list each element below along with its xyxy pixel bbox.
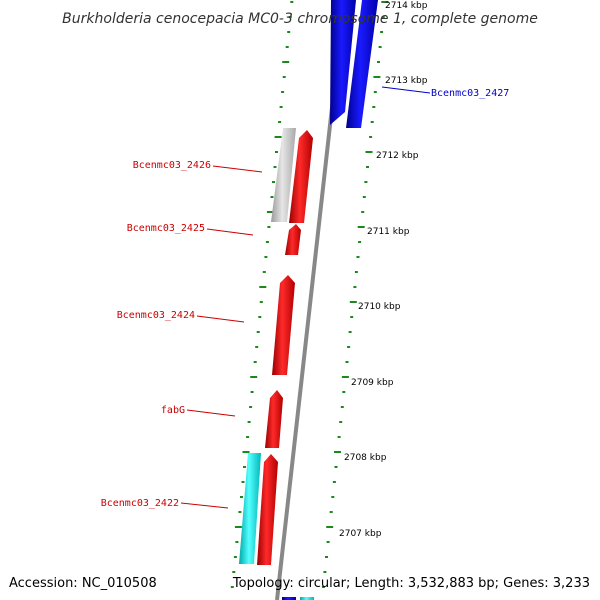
gene-arrow-bcenmc03-2426[interactable] <box>289 130 313 223</box>
gene-label-bcenmc03-2424[interactable]: Bcenmc03_2424 <box>117 310 195 321</box>
gene-arrow-fabg[interactable] <box>265 390 283 448</box>
gene-arrow-bcenmc03-2422[interactable] <box>257 454 278 565</box>
tick-ring-left <box>230 1 294 588</box>
tick-ring-right <box>321 1 389 588</box>
tick-label: 2709 kbp <box>351 378 394 388</box>
gene-label-bcenmc03-2427[interactable]: Bcenmc03_2427 <box>431 88 509 99</box>
accession-text: Accession: NC_010508 <box>9 576 157 591</box>
leader-line <box>186 409 236 417</box>
leader-line <box>206 228 254 236</box>
tick-labels: 2714 kbp 2713 kbp 2712 kbp 2711 kbp 2710… <box>339 1 428 539</box>
forward-strand-genes <box>257 130 313 565</box>
leader-line <box>212 165 263 173</box>
gene-label-bcenmc03-2425[interactable]: Bcenmc03_2425 <box>127 223 205 234</box>
tick-label: 2710 kbp <box>358 302 401 312</box>
gene-arrow-small-1[interactable] <box>282 597 296 600</box>
tick-label: 2712 kbp <box>376 151 419 161</box>
gene-arrow-bcenmc03-2424[interactable] <box>272 275 295 375</box>
gene-arrow-rna-small[interactable] <box>300 597 314 600</box>
gene-arrow-rna[interactable] <box>239 453 261 564</box>
leader-line <box>381 86 431 94</box>
gene-label-bcenmc03-2426[interactable]: Bcenmc03_2426 <box>133 160 211 171</box>
reverse-strand-genes <box>282 0 378 600</box>
gene-arrow-pseudo[interactable] <box>271 128 296 222</box>
gene-arrow-bcenmc03-2427[interactable] <box>330 0 356 125</box>
topology-info-text: Topology: circular; Length: 3,532,883 bp… <box>232 576 590 591</box>
gene-arrow-bcenmc03-2425[interactable] <box>285 224 301 255</box>
map-title: Burkholderia cenocepacia MC0-3 chromosom… <box>62 11 538 27</box>
leader-line <box>180 502 229 509</box>
tick-label: 2708 kbp <box>344 453 387 463</box>
leader-line <box>196 315 245 323</box>
tick-label: 2714 kbp <box>385 1 428 11</box>
gene-label-bcenmc03-2422[interactable]: Bcenmc03_2422 <box>101 498 179 509</box>
tick-label: 2713 kbp <box>385 76 428 86</box>
gene-label-fabg[interactable]: fabG <box>161 405 185 416</box>
gene-labels: Bcenmc03_2427 Bcenmc03_2426 Bcenmc03_242… <box>101 88 510 509</box>
tick-label: 2707 kbp <box>339 529 382 539</box>
gene-arrow-bcenmc03-2427-b[interactable] <box>346 0 378 128</box>
tick-label: 2711 kbp <box>367 227 410 237</box>
gene-label-leaders <box>180 86 431 509</box>
